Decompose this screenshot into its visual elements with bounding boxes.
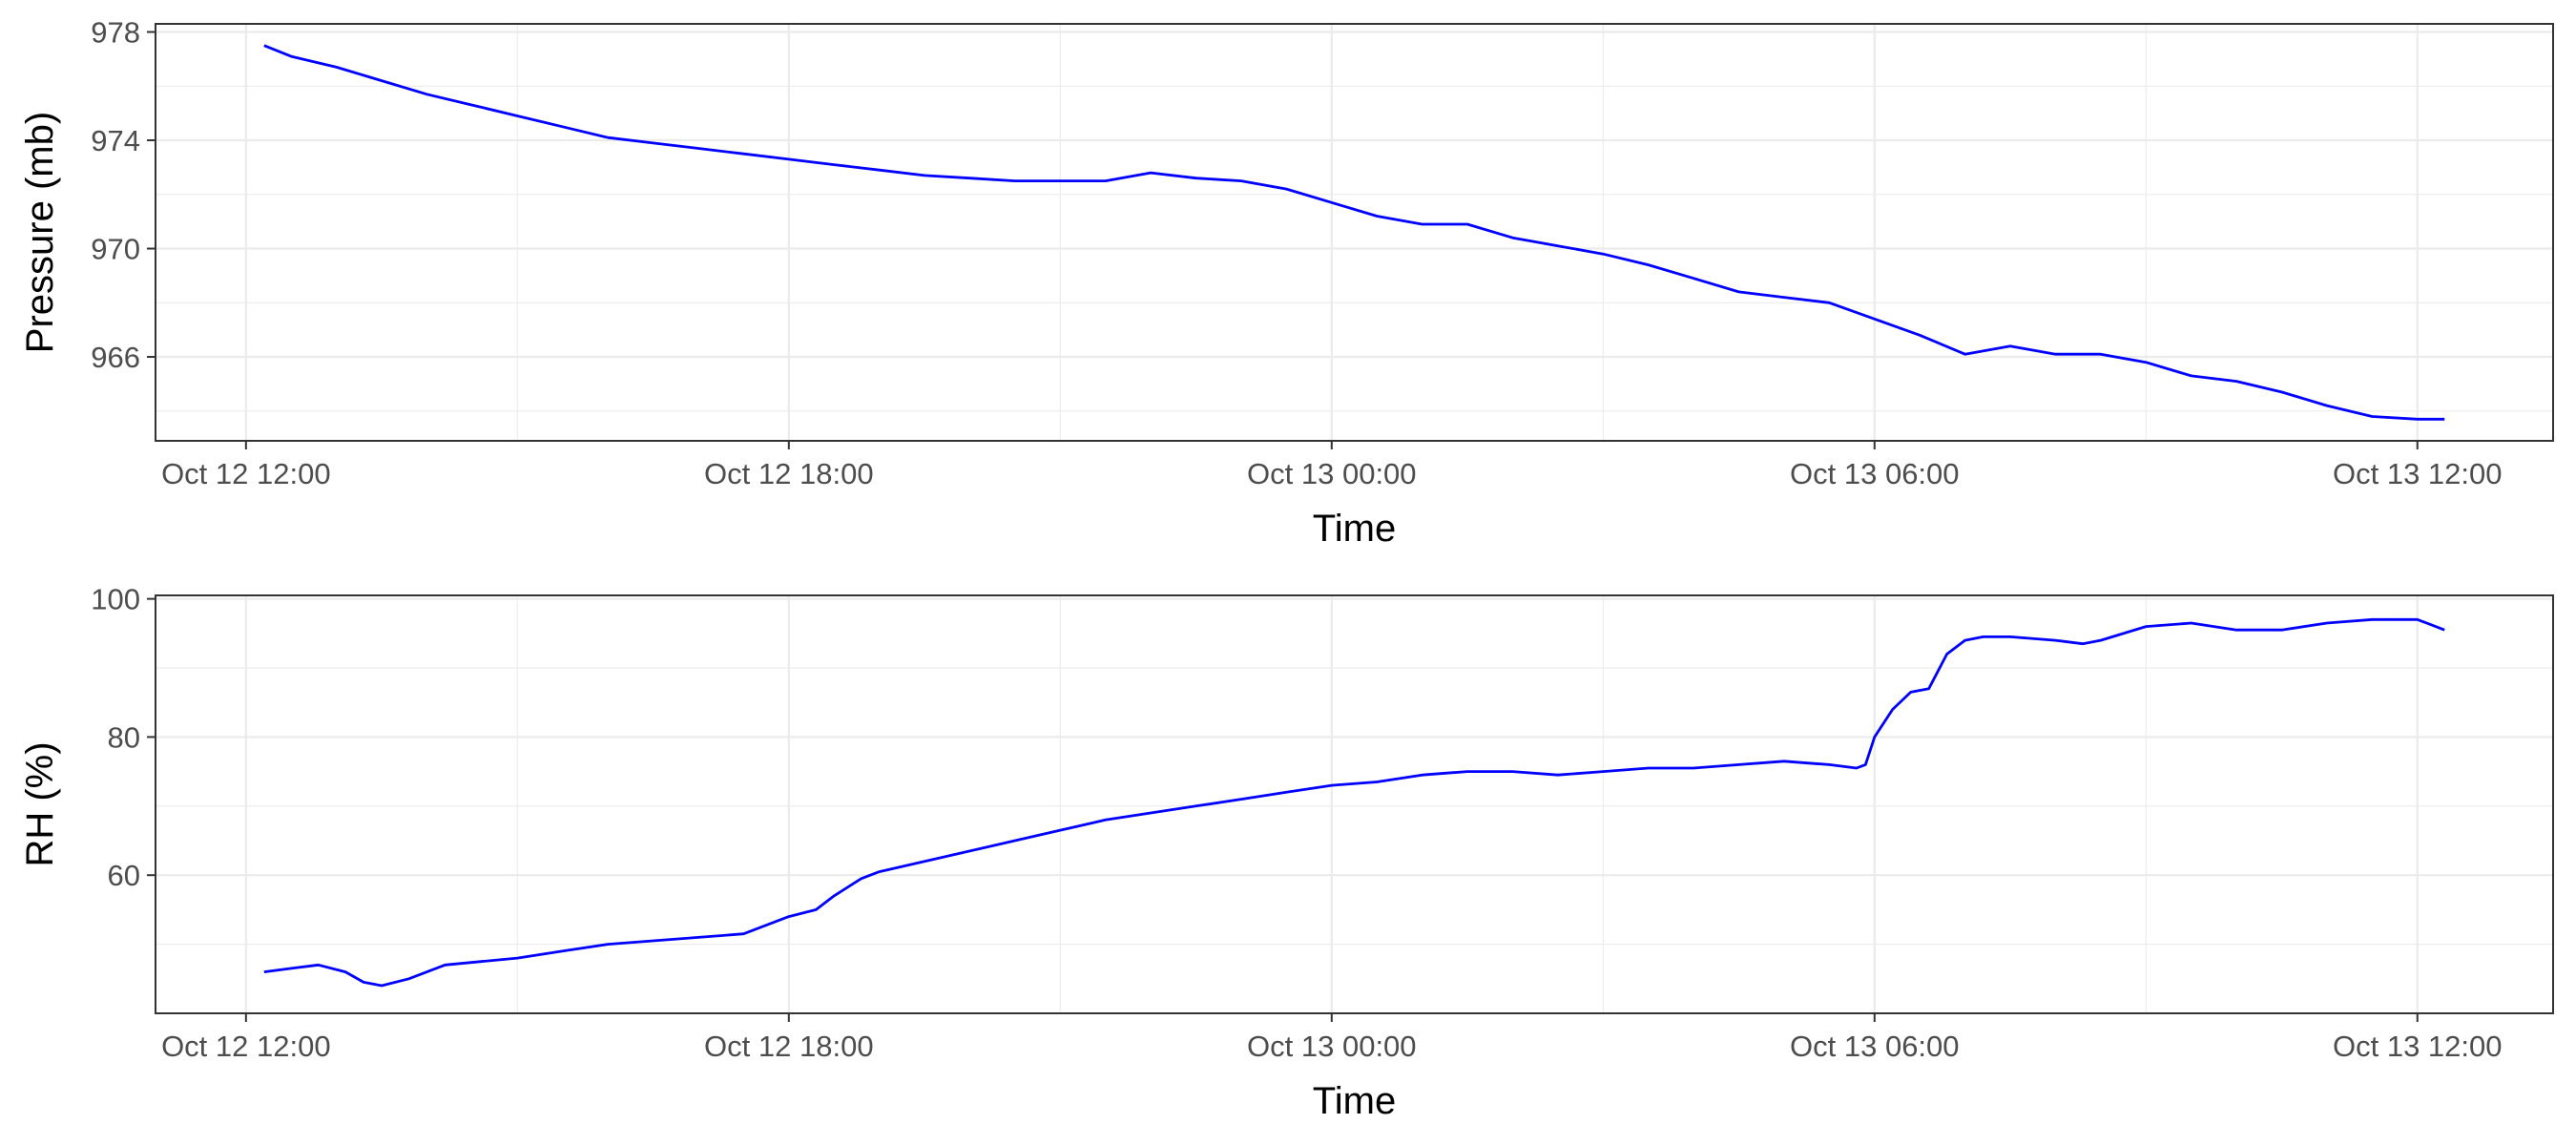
pressure-x-tick-label: Oct 12 18:00 [704, 457, 874, 490]
pressure-y-tick-label: 974 [91, 124, 140, 157]
rh-x-tick-label: Oct 13 06:00 [1790, 1030, 1960, 1063]
rh-x-tick-label: Oct 12 12:00 [161, 1030, 331, 1063]
pressure-y-tick-label: 978 [91, 16, 140, 50]
rh-series-line [263, 617, 2445, 988]
pressure-x-tick-label: Oct 13 12:00 [2333, 457, 2503, 490]
pressure-x-tick-label: Oct 13 00:00 [1247, 457, 1417, 490]
rh-x-tick-label: Oct 13 12:00 [2333, 1030, 2503, 1063]
rh-y-tick-label: 100 [91, 583, 140, 616]
rh-y-tick-label: 60 [108, 859, 140, 892]
pressure-x-tick-label: Oct 13 06:00 [1790, 457, 1960, 490]
rh-y-tick-label: 80 [108, 720, 140, 754]
pressure-y-tick-label: 966 [91, 341, 140, 374]
pressure-panel-border [155, 23, 2554, 442]
pressure-x-tick-label: Oct 12 12:00 [161, 457, 331, 490]
pressure-x-axis-title: Time [1313, 508, 1396, 550]
rh-x-tick-label: Oct 13 00:00 [1247, 1030, 1417, 1063]
pressure-series-line [263, 44, 2445, 421]
rh-x-axis-title: Time [1313, 1080, 1396, 1122]
pressure-chart-panel: Oct 12 12:00 Oct 12 18:00 Oct 13 00:00 Oct … [19, 16, 2554, 550]
rh-chart-panel: Oct 12 12:00 Oct 12 18:00 Oct 13 00:00 Oct … [19, 583, 2554, 1122]
rh-y-axis-title: RH (%) [19, 741, 61, 866]
pressure-y-tick-label: 970 [91, 233, 140, 266]
pressure-y-axis-title: Pressure (mb) [19, 112, 61, 353]
rh-panel-border [155, 594, 2554, 1014]
rh-x-tick-label: Oct 12 18:00 [704, 1030, 874, 1063]
